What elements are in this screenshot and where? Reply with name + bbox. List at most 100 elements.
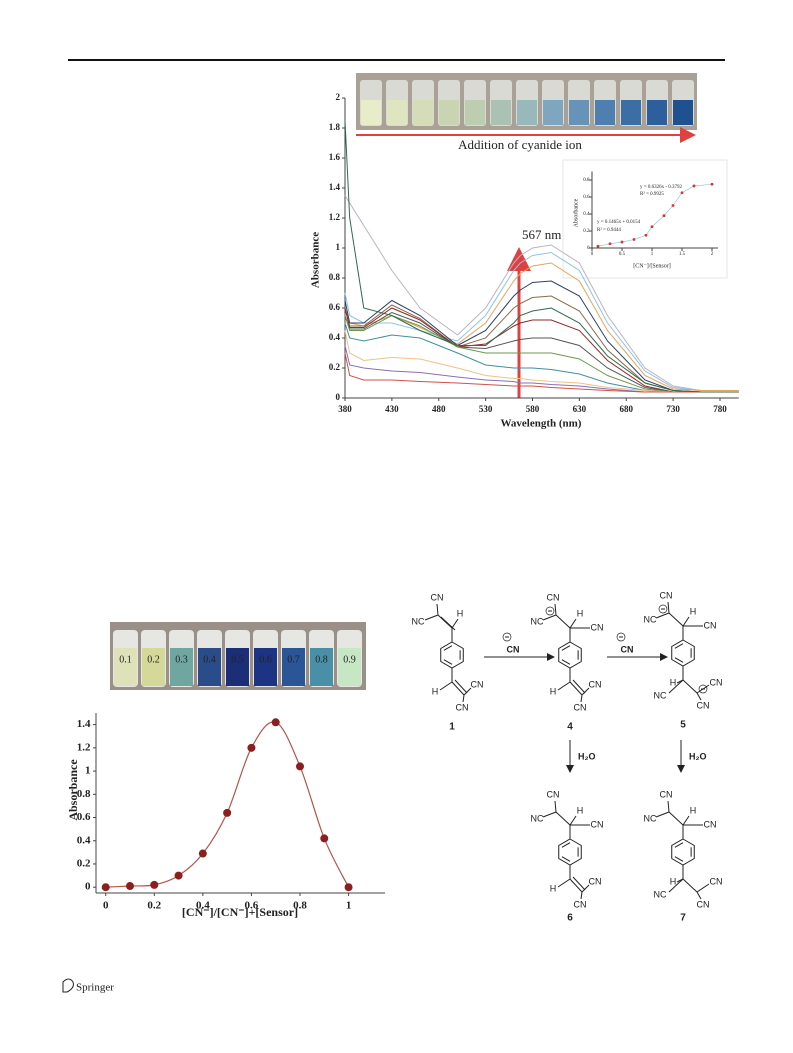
reagent: H₂O <box>578 751 596 761</box>
group-label: CN <box>547 592 560 602</box>
vial-label: 0.9 <box>343 654 356 665</box>
vial-liquid <box>647 100 667 125</box>
y-tick-label: 0.4 <box>329 332 341 342</box>
x-axis-label: Wavelength (nm) <box>501 418 582 430</box>
x-tick-label: 380 <box>338 404 352 414</box>
job-photo: 0.1 0.2 0.3 0.4 0.5 0.6 0.7 0.8 0.9 <box>110 622 366 690</box>
x-tick-label: 0.6 <box>245 900 259 912</box>
group-label: NC <box>654 690 667 700</box>
group-label: CN <box>660 789 673 799</box>
footer-publisher: Springer <box>76 982 114 994</box>
y-tick-label: 1.8 <box>329 122 341 132</box>
x-tick-label: 480 <box>432 404 446 414</box>
series-line <box>344 314 739 393</box>
x-axis-label: [CN⁻]/[Sensor] <box>633 263 671 269</box>
series-line <box>344 311 739 393</box>
x-tick-label: 1 <box>651 252 654 257</box>
bond <box>572 876 586 891</box>
bond <box>674 842 684 848</box>
series-line <box>344 280 739 393</box>
x-tick-label: 0.2 <box>147 900 161 912</box>
y-tick-label: 0.2 <box>77 857 91 869</box>
data-point <box>710 182 714 186</box>
group-label: H <box>670 876 677 886</box>
y-tick-label: 0 <box>85 881 91 893</box>
group-label: CN <box>574 899 587 909</box>
charge <box>502 632 512 642</box>
reagent: CN <box>507 644 520 654</box>
bond <box>554 800 557 813</box>
data-point <box>247 743 256 752</box>
data-point <box>671 204 675 207</box>
x-tick-label: 0.5 <box>619 252 626 257</box>
bond <box>682 679 698 694</box>
group-label: H <box>577 608 584 618</box>
group-label: CN <box>431 592 444 602</box>
y-axis-label: Absorbance <box>66 759 80 821</box>
x-tick-label: 0.8 <box>293 900 307 912</box>
y-tick-label: 0 <box>336 392 341 402</box>
vial-liquid <box>170 648 193 686</box>
data-point <box>320 834 329 843</box>
annotation: y = 0.1465x + 0.0154 <box>597 220 641 225</box>
bond <box>443 645 453 651</box>
bond <box>542 614 557 621</box>
vial-liquid <box>621 100 641 125</box>
group-label: H <box>690 805 697 815</box>
y-tick-label: 0.8 <box>329 272 341 282</box>
bond <box>424 614 439 621</box>
x-tick-label: 1 <box>346 900 352 912</box>
bond <box>557 681 571 691</box>
data-point <box>662 214 666 218</box>
y-tick-label: 0.2 <box>329 362 341 372</box>
vial-liquid <box>198 648 221 686</box>
bond <box>451 618 459 629</box>
bond <box>569 618 577 629</box>
bond <box>668 878 684 893</box>
reaction-scheme: CNNCHHCNCN1CNNCHCNHCNCN4CNNCHCNHNCCNCN5C… <box>412 590 723 923</box>
group-label: NC <box>531 616 544 626</box>
vial-liquid <box>673 100 693 125</box>
y-tick-label: 0 <box>587 246 590 251</box>
data-point <box>692 184 696 188</box>
annotation: 567 nm <box>522 227 561 242</box>
group-label: NC <box>644 813 657 823</box>
y-tick-label: 0.8 <box>583 178 590 183</box>
bond <box>439 681 453 691</box>
bond <box>674 856 684 862</box>
bond <box>696 891 702 900</box>
vial-liquid <box>114 648 137 686</box>
group-label: CN <box>589 679 602 689</box>
data-point <box>126 882 134 891</box>
data-point <box>198 849 207 858</box>
group-label: CN <box>660 590 673 600</box>
bond <box>674 657 684 663</box>
group-label: CN <box>710 677 723 687</box>
annotation: Addition of cyanide ion <box>458 137 582 152</box>
y-axis-label: Absorbance <box>573 198 579 227</box>
y-tick-label: 0.4 <box>77 834 91 846</box>
bond <box>580 891 583 900</box>
bond <box>572 679 586 694</box>
y-tick-label: 0.6 <box>329 302 341 312</box>
vial-liquid <box>282 648 305 686</box>
vial-label: 0.7 <box>287 654 300 665</box>
group-label: H <box>577 805 584 815</box>
data-point <box>644 233 648 237</box>
group-label: H <box>670 677 677 687</box>
bond <box>555 614 571 629</box>
group-label: CN <box>697 700 710 710</box>
bond <box>581 884 590 893</box>
group-label: NC <box>412 616 425 626</box>
vial-liquid <box>569 100 589 125</box>
bond <box>462 694 465 703</box>
vial-liquid <box>387 100 407 125</box>
vial-liquid <box>491 100 511 125</box>
bond <box>667 800 670 813</box>
x-tick-label: 2 <box>711 252 714 257</box>
bond <box>569 878 583 893</box>
vial-label: 0.6 <box>259 654 272 665</box>
x-tick-label: 0.4 <box>196 900 210 912</box>
vial-label: 0.4 <box>203 654 216 665</box>
data-point <box>680 191 684 195</box>
